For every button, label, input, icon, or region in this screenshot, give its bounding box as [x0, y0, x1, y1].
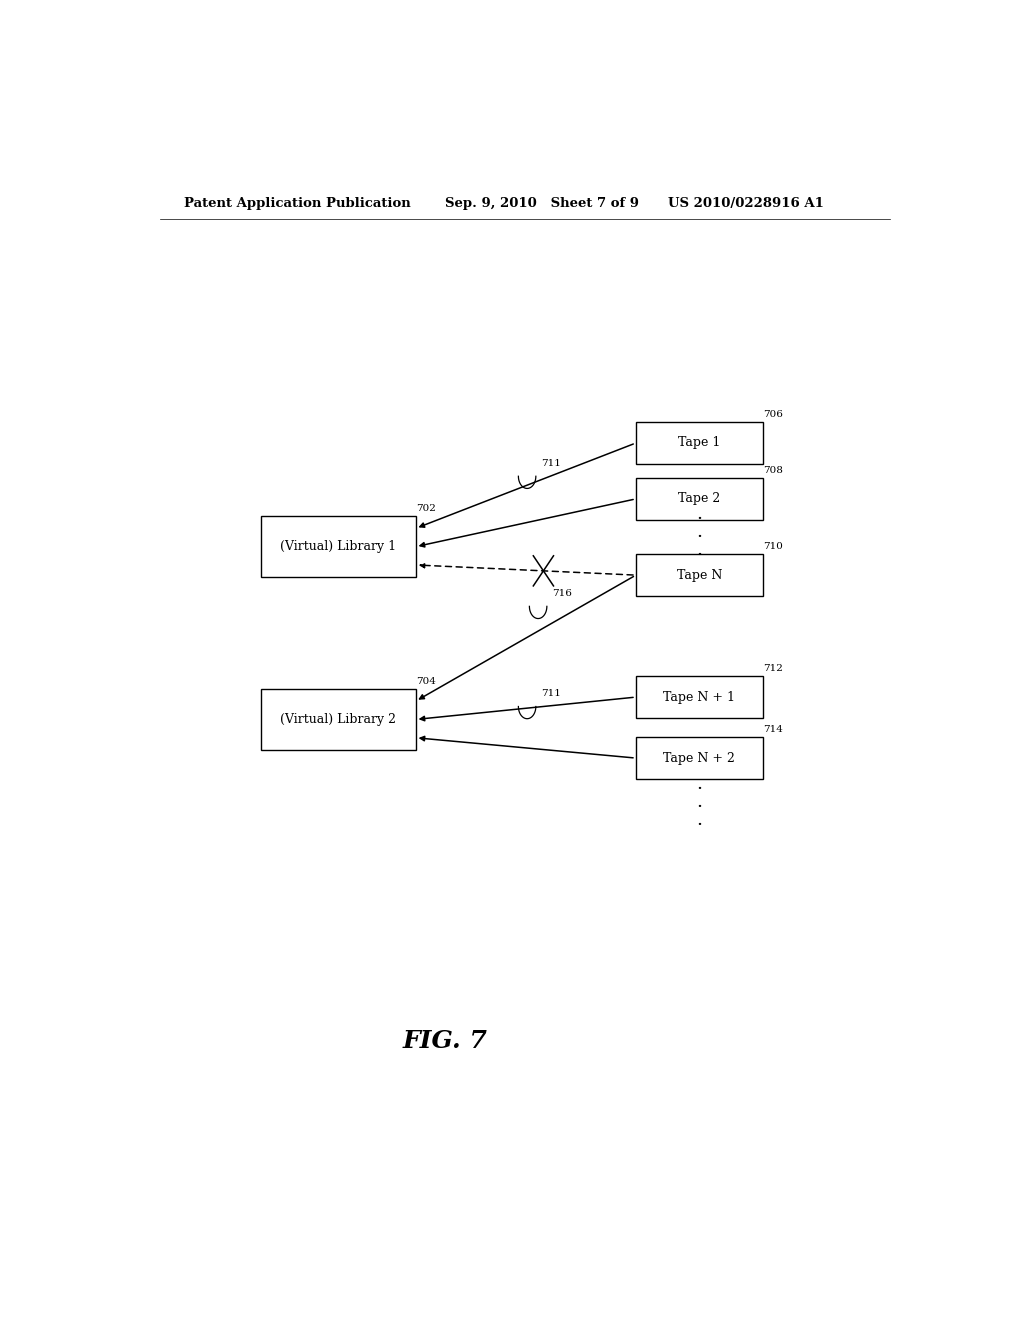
- Text: 710: 710: [763, 541, 782, 550]
- Text: (Virtual) Library 1: (Virtual) Library 1: [281, 540, 396, 553]
- Text: US 2010/0228916 A1: US 2010/0228916 A1: [668, 197, 823, 210]
- Bar: [636, 737, 763, 779]
- Bar: [636, 676, 763, 718]
- Text: Tape N: Tape N: [677, 569, 722, 582]
- Text: 704: 704: [416, 677, 435, 686]
- Bar: [261, 516, 416, 577]
- Text: Tape 1: Tape 1: [678, 437, 721, 450]
- Text: ·
·
·: · · ·: [696, 510, 702, 564]
- Text: FIG. 7: FIG. 7: [403, 1028, 487, 1052]
- Text: 716: 716: [552, 589, 571, 598]
- Bar: [636, 554, 763, 597]
- Text: 706: 706: [763, 409, 782, 418]
- Text: Sep. 9, 2010   Sheet 7 of 9: Sep. 9, 2010 Sheet 7 of 9: [445, 197, 639, 210]
- Text: 714: 714: [763, 725, 782, 734]
- Text: 712: 712: [763, 664, 782, 673]
- Text: ·
·
·: · · ·: [696, 780, 702, 834]
- Text: Tape N + 2: Tape N + 2: [664, 751, 735, 764]
- Text: 711: 711: [541, 459, 561, 469]
- Text: (Virtual) Library 2: (Virtual) Library 2: [281, 713, 396, 726]
- Bar: [636, 421, 763, 465]
- Text: 708: 708: [763, 466, 782, 474]
- Text: 711: 711: [541, 689, 561, 698]
- Text: 702: 702: [416, 504, 435, 513]
- Text: Tape N + 1: Tape N + 1: [664, 690, 735, 704]
- Bar: [636, 478, 763, 520]
- Text: Tape 2: Tape 2: [678, 492, 721, 506]
- Text: Patent Application Publication: Patent Application Publication: [183, 197, 411, 210]
- Bar: [261, 689, 416, 750]
